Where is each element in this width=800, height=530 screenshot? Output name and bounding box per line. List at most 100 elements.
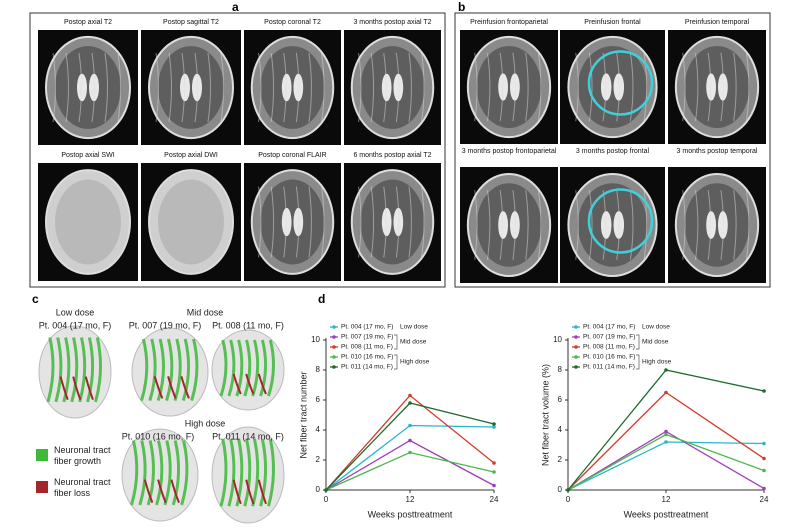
sulcus bbox=[537, 190, 542, 260]
sulcus bbox=[499, 190, 504, 260]
legend-label: Pt. 007 (19 mo, F) bbox=[583, 334, 635, 341]
fiber-growth bbox=[227, 339, 236, 397]
fiber-growth bbox=[163, 440, 172, 506]
series-line bbox=[325, 424, 495, 491]
highlight-circle bbox=[587, 50, 654, 116]
fiber-growth bbox=[140, 338, 149, 402]
data-point bbox=[492, 425, 496, 429]
sulcus bbox=[395, 186, 400, 258]
fiber-growth bbox=[267, 438, 276, 507]
image-caption: Postop coronal T2 bbox=[264, 19, 321, 26]
sulcus bbox=[383, 186, 387, 258]
mri-image bbox=[38, 30, 138, 145]
sulcus bbox=[745, 190, 750, 260]
panel-label: d bbox=[318, 292, 326, 306]
series-line bbox=[325, 439, 495, 491]
dose-bracket bbox=[636, 354, 640, 370]
patient-label: Pt. 010 (16 mo, F) bbox=[122, 431, 195, 441]
sulcus bbox=[733, 52, 737, 122]
sulcus bbox=[474, 52, 478, 122]
sulcus bbox=[720, 52, 724, 122]
fiber-growth bbox=[62, 337, 71, 403]
fiber-growth bbox=[171, 440, 181, 506]
y-tick-label: 4 bbox=[316, 425, 321, 434]
sulcus bbox=[358, 52, 362, 123]
dose-group-label: Low dose bbox=[642, 324, 670, 331]
fiber-growth bbox=[219, 438, 228, 507]
data-point bbox=[492, 483, 496, 488]
legend-label: Pt. 011 (14 mo, F) bbox=[583, 364, 635, 371]
fiber-growth bbox=[78, 337, 87, 403]
sulcus bbox=[308, 52, 312, 123]
patient-label: Pt. 004 (17 mo, F) bbox=[39, 320, 112, 330]
fiber-growth bbox=[251, 438, 260, 507]
data-point bbox=[664, 432, 668, 437]
fiber-growth bbox=[165, 338, 174, 402]
sulcus bbox=[588, 52, 593, 122]
y-tick-label: 0 bbox=[558, 485, 563, 494]
image-caption: Postop coronal FLAIR bbox=[258, 152, 327, 159]
fiber-loss bbox=[170, 479, 180, 503]
legend-marker bbox=[332, 365, 336, 369]
fiber-loss bbox=[232, 373, 242, 395]
image-caption: 3 months postop temporal bbox=[676, 148, 758, 155]
sulcus bbox=[408, 186, 412, 258]
sulcus bbox=[486, 52, 491, 122]
image-caption: Preinfusion frontoparietal bbox=[470, 19, 548, 26]
dose-group-label: Low dose bbox=[400, 324, 428, 331]
patient-label: Pt. 007 (19 mo, F) bbox=[129, 320, 202, 330]
sulcus bbox=[370, 52, 375, 123]
panel-label: c bbox=[32, 292, 39, 306]
sulcus bbox=[421, 52, 425, 123]
fiber-growth bbox=[155, 440, 164, 506]
sulcus bbox=[643, 52, 648, 122]
data-point bbox=[408, 401, 412, 405]
sulcus bbox=[65, 52, 69, 123]
data-point bbox=[762, 456, 766, 461]
sulcus bbox=[308, 186, 312, 258]
sulcus bbox=[78, 52, 82, 123]
x-tick-label: 12 bbox=[662, 495, 671, 504]
sulcus bbox=[512, 190, 516, 260]
fiber-loss bbox=[143, 479, 154, 503]
data-point bbox=[566, 488, 570, 492]
data-point bbox=[762, 441, 766, 446]
fiber-growth bbox=[190, 338, 199, 402]
sulcus bbox=[104, 52, 108, 123]
data-point bbox=[664, 429, 668, 434]
sulcus bbox=[220, 52, 224, 123]
sulcus bbox=[499, 52, 504, 122]
y-tick-label: 2 bbox=[558, 455, 563, 464]
dose-group-label: Mid dose bbox=[400, 339, 427, 346]
image-caption: Preinfusion frontal bbox=[584, 19, 641, 26]
data-point bbox=[408, 438, 412, 443]
sulcus bbox=[321, 52, 325, 123]
mri-image bbox=[244, 30, 341, 145]
ventricle bbox=[613, 73, 625, 101]
mri-image bbox=[244, 163, 341, 281]
fiber-growth bbox=[251, 339, 260, 397]
y-tick-label: 2 bbox=[316, 455, 321, 464]
fiber-growth bbox=[259, 339, 268, 397]
data-point bbox=[492, 422, 496, 426]
patient-label: Pt. 011 (14 mo, F) bbox=[212, 431, 284, 441]
series-line bbox=[325, 402, 495, 491]
mri-image bbox=[38, 163, 138, 281]
mri-image bbox=[344, 30, 441, 145]
legend-marker bbox=[574, 335, 578, 339]
legend-label: Neuronal tract fiber growth bbox=[54, 445, 111, 466]
mri-image bbox=[344, 163, 441, 281]
legend-swatch bbox=[36, 481, 48, 493]
data-point bbox=[664, 440, 668, 444]
fiber-growth bbox=[243, 438, 252, 507]
sulcus bbox=[421, 186, 425, 258]
y-tick-label: 10 bbox=[311, 335, 320, 344]
sulcus bbox=[733, 190, 737, 260]
image-caption: 3 months postop axial T2 bbox=[353, 19, 432, 26]
x-tick-label: 12 bbox=[406, 495, 415, 504]
sulcus bbox=[408, 52, 412, 123]
dose-label: Mid dose bbox=[187, 307, 224, 317]
brain-inner bbox=[476, 183, 542, 267]
sulcus bbox=[575, 190, 579, 260]
